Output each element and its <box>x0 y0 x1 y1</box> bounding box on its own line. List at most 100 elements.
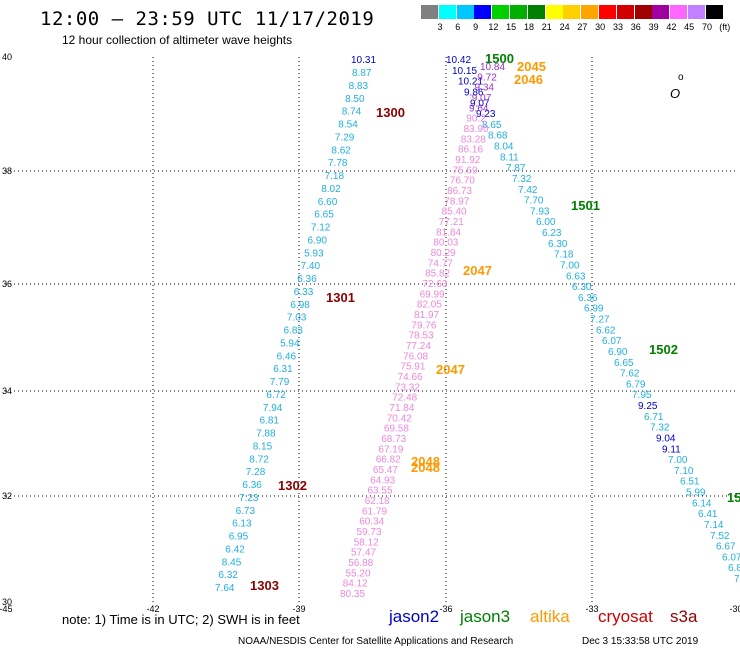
swh-value: 74.77 <box>428 258 453 269</box>
pass-label: 1300 <box>376 105 405 120</box>
swh-value: 6.90 <box>308 235 328 246</box>
swh-value: 78.97 <box>444 196 469 207</box>
satellite-legend-item: cryosat <box>598 607 653 626</box>
swh-value: 10.15 <box>452 66 477 77</box>
swh-value: 6.99 <box>584 304 604 315</box>
swh-value: 8.15 <box>253 441 273 452</box>
swh-value: 7.95 <box>632 390 652 401</box>
swh-value: 7.42 <box>518 185 538 196</box>
pass-label: 1502 <box>649 342 678 357</box>
swh-value: 7.62 <box>620 369 640 380</box>
swh-value: 83.90 <box>464 124 489 135</box>
swh-value: 6.42 <box>225 544 245 555</box>
pass-label: 2047 <box>463 263 492 278</box>
swh-value: 7.32 <box>650 423 670 434</box>
swh-value: 6.13 <box>232 519 252 530</box>
scale-label: 3 <box>437 22 443 32</box>
scale-swatch <box>705 5 723 19</box>
pass-label: 2046 <box>514 72 543 87</box>
swh-value: 69.58 <box>384 424 409 435</box>
swh-value: 7.12 <box>311 223 331 234</box>
y-tick-label: 40 <box>2 52 12 62</box>
swh-value: 6.31 <box>273 364 293 375</box>
pass-label: 1500 <box>485 51 514 66</box>
swh-value: 6.07 <box>722 552 740 563</box>
swh-value: 81.97 <box>414 310 439 321</box>
pass-label: 1301 <box>326 290 355 305</box>
scale-swatch <box>545 5 563 19</box>
swh-value: 10.84 <box>480 62 505 73</box>
swh-value: 6.90 <box>608 347 628 358</box>
swh-value: 72.63 <box>422 279 447 290</box>
swh-value: 9.04 <box>656 433 676 444</box>
location-marker: o <box>678 72 684 83</box>
y-tick-label: 36 <box>2 279 12 289</box>
scale-label: 12 <box>488 22 499 32</box>
swh-value: 8.04 <box>494 142 514 153</box>
swh-value: 65.47 <box>373 465 398 476</box>
swh-value: 77.24 <box>406 341 431 352</box>
swh-value: 9.34 <box>475 83 495 94</box>
swh-value: 10.21 <box>458 77 483 88</box>
swh-value: 90.2 <box>466 114 486 125</box>
swh-value: 5.99 <box>686 488 706 499</box>
scale-label: 42 <box>666 22 677 32</box>
scale-label: 36 <box>630 22 641 32</box>
scale-label: 21 <box>541 22 552 32</box>
swh-value: 5.93 <box>304 248 324 259</box>
swh-value: 6.81 <box>260 416 280 427</box>
swh-value: 81.84 <box>436 227 461 238</box>
swh-value: 74.66 <box>398 372 423 383</box>
pass-label: 1302 <box>278 478 307 493</box>
swh-value: 6.60 <box>318 197 338 208</box>
scale-swatch <box>456 5 474 19</box>
swh-value: 7.18 <box>325 171 345 182</box>
swh-value: 7.00 <box>668 455 688 466</box>
satellite-legend-item: s3a <box>670 607 698 626</box>
swh-value: 8.54 <box>338 120 358 131</box>
scale-swatch <box>563 5 581 19</box>
swh-value: 7.78 <box>328 158 348 169</box>
swh-value: 6.14 <box>692 498 712 509</box>
swh-value: 9.86 <box>464 87 484 98</box>
swh-value: 7.70 <box>524 196 544 207</box>
swh-value: 9.11 <box>662 444 681 455</box>
scale-label: 45 <box>684 22 695 32</box>
swh-value: 6.98 <box>290 300 310 311</box>
swh-value: 8.02 <box>321 184 341 195</box>
scale-swatch <box>652 5 670 19</box>
y-tick-label: 34 <box>2 386 12 396</box>
axis-ticks: -45 -42 -39 -36 -33 -30 40 38 36 34 32 30 <box>0 52 740 614</box>
scale-swatch <box>670 5 688 19</box>
pass-label: 2048 <box>411 460 440 475</box>
scale-label: 39 <box>648 22 659 32</box>
swh-value: 80.35 <box>340 589 365 600</box>
swh-value: 8.11 <box>500 152 519 163</box>
footnote: note: 1) Time is in UTC; 2) SWH is in fe… <box>62 612 300 627</box>
swh-value: 80.03 <box>433 238 458 249</box>
scale-swatch <box>527 5 545 19</box>
swh-value: 6.46 <box>277 351 297 362</box>
scale-swatch <box>616 5 634 19</box>
swh-value: 7.87 <box>506 163 526 174</box>
swh-value: 10.42 <box>446 55 471 66</box>
swh-value: 58.12 <box>354 537 379 548</box>
swh-value: 8.68 <box>488 131 508 142</box>
swh-value: 6.36 <box>578 293 598 304</box>
swh-value: 7.10 <box>674 466 694 477</box>
y-tick-label: 30 <box>2 597 12 607</box>
swh-value: 76.08 <box>403 351 428 362</box>
swh-value: 60.34 <box>359 517 384 528</box>
swh-value: 7.93 <box>530 206 550 217</box>
swh-value: 6.41 <box>698 509 718 520</box>
pass-label: 1501 <box>571 198 600 213</box>
scale-swatch <box>421 5 438 19</box>
swh-value: 59.73 <box>357 527 382 538</box>
swh-value: 63.55 <box>368 486 393 497</box>
y-tick-label: 32 <box>2 491 12 501</box>
swh-value: 9.07 <box>470 98 490 109</box>
scale-label: 70 <box>701 22 712 32</box>
swh-value: 6.30 <box>572 282 592 293</box>
swh-value: 8.72 <box>249 454 269 465</box>
